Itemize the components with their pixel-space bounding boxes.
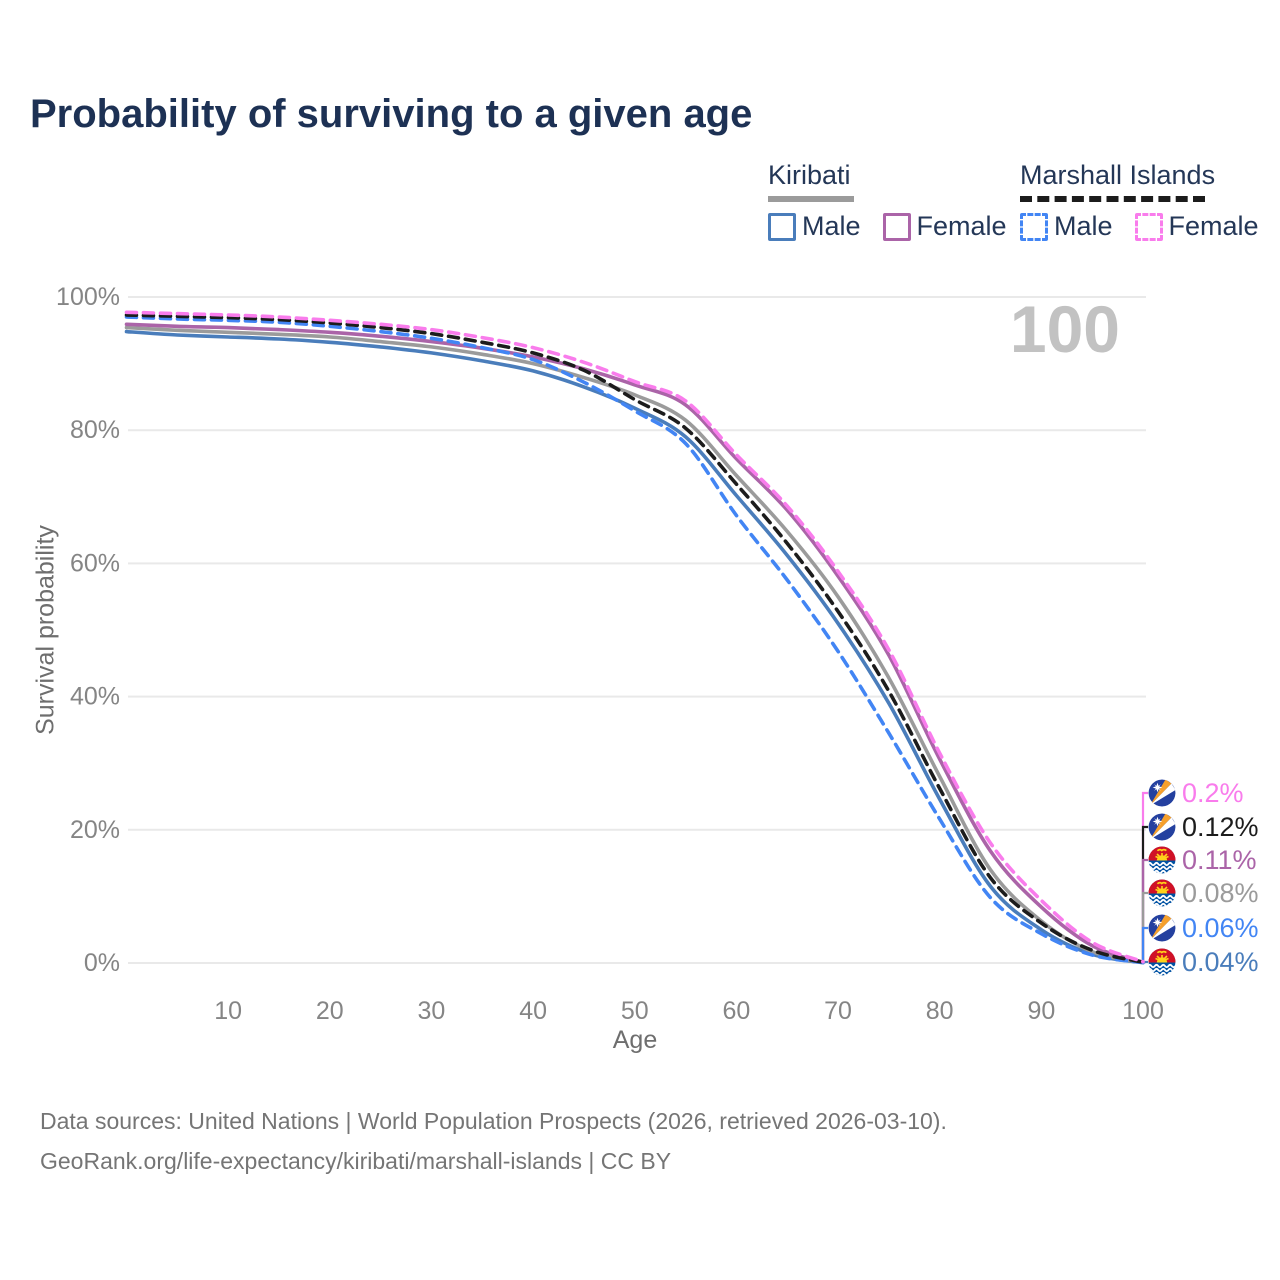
end-label-connector [1141,926,1148,963]
x-tick-label: 50 [621,997,649,1025]
series-line-marshall-islands-female[interactable] [124,310,1145,964]
x-tick-label: 40 [519,997,547,1025]
legend-group-kiribati: Kiribati Male Female [768,160,1007,242]
legend-group-marshall-islands: Marshall Islands Male Female [1020,160,1259,242]
x-tick-label: 100 [1122,997,1164,1025]
legend-label: Male [1054,211,1113,241]
legend-label: Female [1168,211,1259,241]
y-tick-label: 0% [84,949,120,977]
legend-label: Female [916,211,1007,241]
kiribati-flag-icon [1148,847,1176,874]
end-value-label: 0.11% [1182,845,1257,875]
x-tick-label: 60 [722,997,750,1025]
kiribati-female-swatch-icon [882,212,911,241]
legend-label: Male [802,211,861,241]
legend-item-marshall-female[interactable]: Female [1134,211,1259,242]
legend-country-kiribati: Kiribati [768,160,851,190]
y-tick-label: 100% [56,283,120,311]
x-tick-label: 90 [1027,997,1055,1025]
series-line-marshall-islands-male[interactable] [124,315,1145,965]
hovered-age-watermark: 100 [1009,292,1120,366]
legend-item-kiribati-male[interactable]: Male [768,211,861,242]
x-tick-label: 70 [824,997,852,1025]
end-value-label: 0.12% [1182,812,1259,842]
x-tick-label: 10 [214,997,242,1025]
kiribati-male-swatch-icon [768,212,796,241]
marshall-islands-flag-icon [1149,814,1176,841]
end-value-label: 0.06% [1182,913,1259,943]
x-tick-label: 80 [926,997,954,1025]
legend-item-kiribati-female[interactable]: Female [882,211,1007,242]
kiribati-solid-line-sample [768,196,854,202]
chart-title: Probability of surviving to a given age [30,92,753,136]
marshall-islands-flag-icon [1149,780,1176,807]
x-axis-title: Age [612,1026,658,1054]
marshall-islands-dashed-line-sample [1020,196,1205,202]
footer-attribution-link[interactable]: GeoRank.org/life-expectancy/kiribati/mar… [40,1148,672,1174]
kiribati-flag-icon [1148,880,1176,907]
end-value-label: 0.04% [1182,947,1259,977]
marshall-male-swatch-icon [1020,212,1048,241]
end-value-label: 0.08% [1182,878,1259,908]
marshall-female-swatch-icon [1134,212,1163,241]
series-line-marshall-islands[interactable] [124,313,1145,964]
x-tick-label: 30 [418,997,446,1025]
series-line-kiribati-female[interactable] [124,322,1145,965]
kiribati-flag-icon [1148,949,1176,976]
y-tick-label: 40% [70,683,120,711]
legend-country-marshall-islands: Marshall Islands [1020,160,1216,190]
marshall-islands-flag-icon [1149,915,1176,942]
x-tick-label: 20 [316,997,344,1025]
series-line-kiribati[interactable] [124,325,1145,965]
footer-data-sources: Data sources: United Nations | World Pop… [40,1108,947,1134]
y-tick-label: 60% [70,549,120,577]
end-value-label: 0.2% [1182,778,1244,808]
y-tick-label: 80% [70,416,120,444]
y-tick-label: 20% [70,816,120,844]
series-line-kiribati-male[interactable] [124,329,1145,965]
legend-item-marshall-male[interactable]: Male [1020,211,1113,242]
